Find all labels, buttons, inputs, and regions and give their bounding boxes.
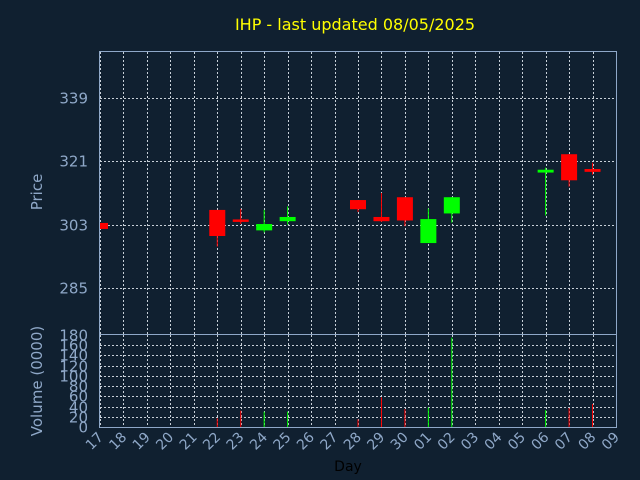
chart-title: IHP - last updated 08/05/2025 bbox=[235, 15, 475, 34]
x-axis-label: Day bbox=[334, 459, 362, 475]
x-tick-label: 05 bbox=[505, 430, 529, 454]
x-tick-label: 03 bbox=[458, 430, 482, 454]
x-tick-label: 04 bbox=[482, 429, 506, 453]
x-tick-label: 02 bbox=[435, 430, 459, 454]
volume-tick-label: 40 bbox=[69, 399, 88, 417]
candle-body bbox=[279, 216, 296, 222]
x-tick-label: 30 bbox=[388, 430, 412, 454]
candle-body bbox=[232, 219, 249, 222]
candle-body bbox=[209, 209, 226, 237]
volume-tick-label: 140 bbox=[59, 347, 88, 365]
x-tick-label: 21 bbox=[177, 430, 201, 454]
candle-body bbox=[396, 197, 413, 221]
volume-panel-frame bbox=[99, 334, 617, 428]
candle-body bbox=[100, 222, 108, 229]
x-tick-label: 27 bbox=[317, 430, 341, 454]
volume-tick-label: 160 bbox=[59, 337, 88, 355]
price-tick-label: 339 bbox=[59, 90, 88, 108]
price-tick-label: 321 bbox=[59, 153, 88, 171]
volume-tick-label: 20 bbox=[69, 409, 88, 427]
candle-body bbox=[561, 154, 578, 181]
candle-body bbox=[420, 219, 437, 244]
volume-tick-label: 80 bbox=[69, 378, 88, 396]
candle-body bbox=[256, 224, 273, 231]
volume-axis-label: Volume (0000) bbox=[28, 326, 46, 436]
x-tick-label: 19 bbox=[130, 430, 154, 454]
volume-tick-label: 100 bbox=[59, 368, 88, 386]
x-tick-label: 09 bbox=[599, 430, 623, 454]
candle-body bbox=[537, 169, 554, 173]
grid-layer bbox=[100, 52, 617, 427]
x-tick-label: 26 bbox=[294, 429, 318, 453]
price-axis-label: Price bbox=[28, 174, 46, 211]
candle-body bbox=[443, 197, 460, 214]
volume-tick-label: 60 bbox=[69, 388, 88, 406]
price-tick-label: 285 bbox=[59, 280, 88, 298]
x-tick-label: 07 bbox=[552, 430, 576, 454]
x-tick-label: 22 bbox=[200, 430, 224, 454]
x-tick-label: 01 bbox=[411, 430, 435, 454]
x-tick-label: 28 bbox=[341, 430, 365, 454]
candle-body bbox=[350, 200, 366, 210]
marks-layer bbox=[99, 154, 601, 427]
x-tick-label: 23 bbox=[224, 430, 248, 454]
volume-tick-label: 0 bbox=[78, 419, 88, 437]
x-tick-label: 20 bbox=[153, 430, 177, 454]
volume-tick-label: 120 bbox=[59, 358, 88, 376]
price-tick-label: 303 bbox=[59, 217, 88, 235]
x-tick-label: 08 bbox=[575, 430, 599, 454]
x-tick-label: 25 bbox=[271, 430, 295, 454]
x-tick-label: 24 bbox=[247, 429, 271, 453]
candle-body bbox=[373, 216, 390, 222]
volume-tick-label: 180 bbox=[59, 327, 88, 345]
candle-body bbox=[584, 169, 601, 172]
x-tick-label: 06 bbox=[529, 429, 553, 453]
x-tick-label: 29 bbox=[364, 430, 388, 454]
x-tick-label: 18 bbox=[106, 430, 130, 454]
